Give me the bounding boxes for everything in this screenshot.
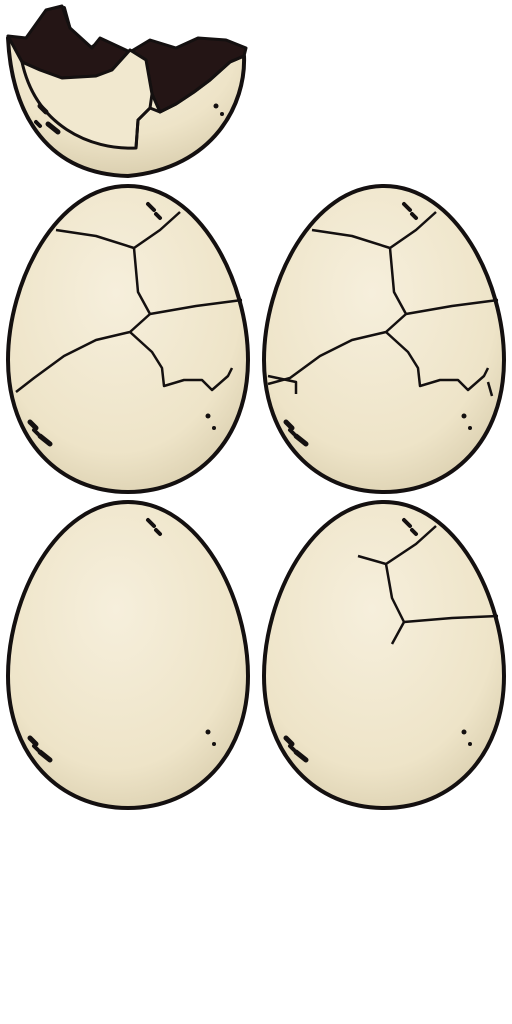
cracked-egg-icon	[261, 183, 507, 495]
egg-intact-sprite	[0, 498, 256, 814]
broken-top-shell-sprite	[0, 0, 256, 184]
egg-light-crack-sprite	[256, 498, 512, 814]
egg-icon	[5, 499, 251, 811]
cracked-egg-icon	[261, 499, 507, 811]
broken-shell-icon	[6, 4, 248, 178]
cracked-egg-icon	[5, 183, 251, 495]
egg-heavy-crack-a-sprite	[0, 182, 256, 498]
egg-heavy-crack-b-sprite	[256, 182, 512, 498]
